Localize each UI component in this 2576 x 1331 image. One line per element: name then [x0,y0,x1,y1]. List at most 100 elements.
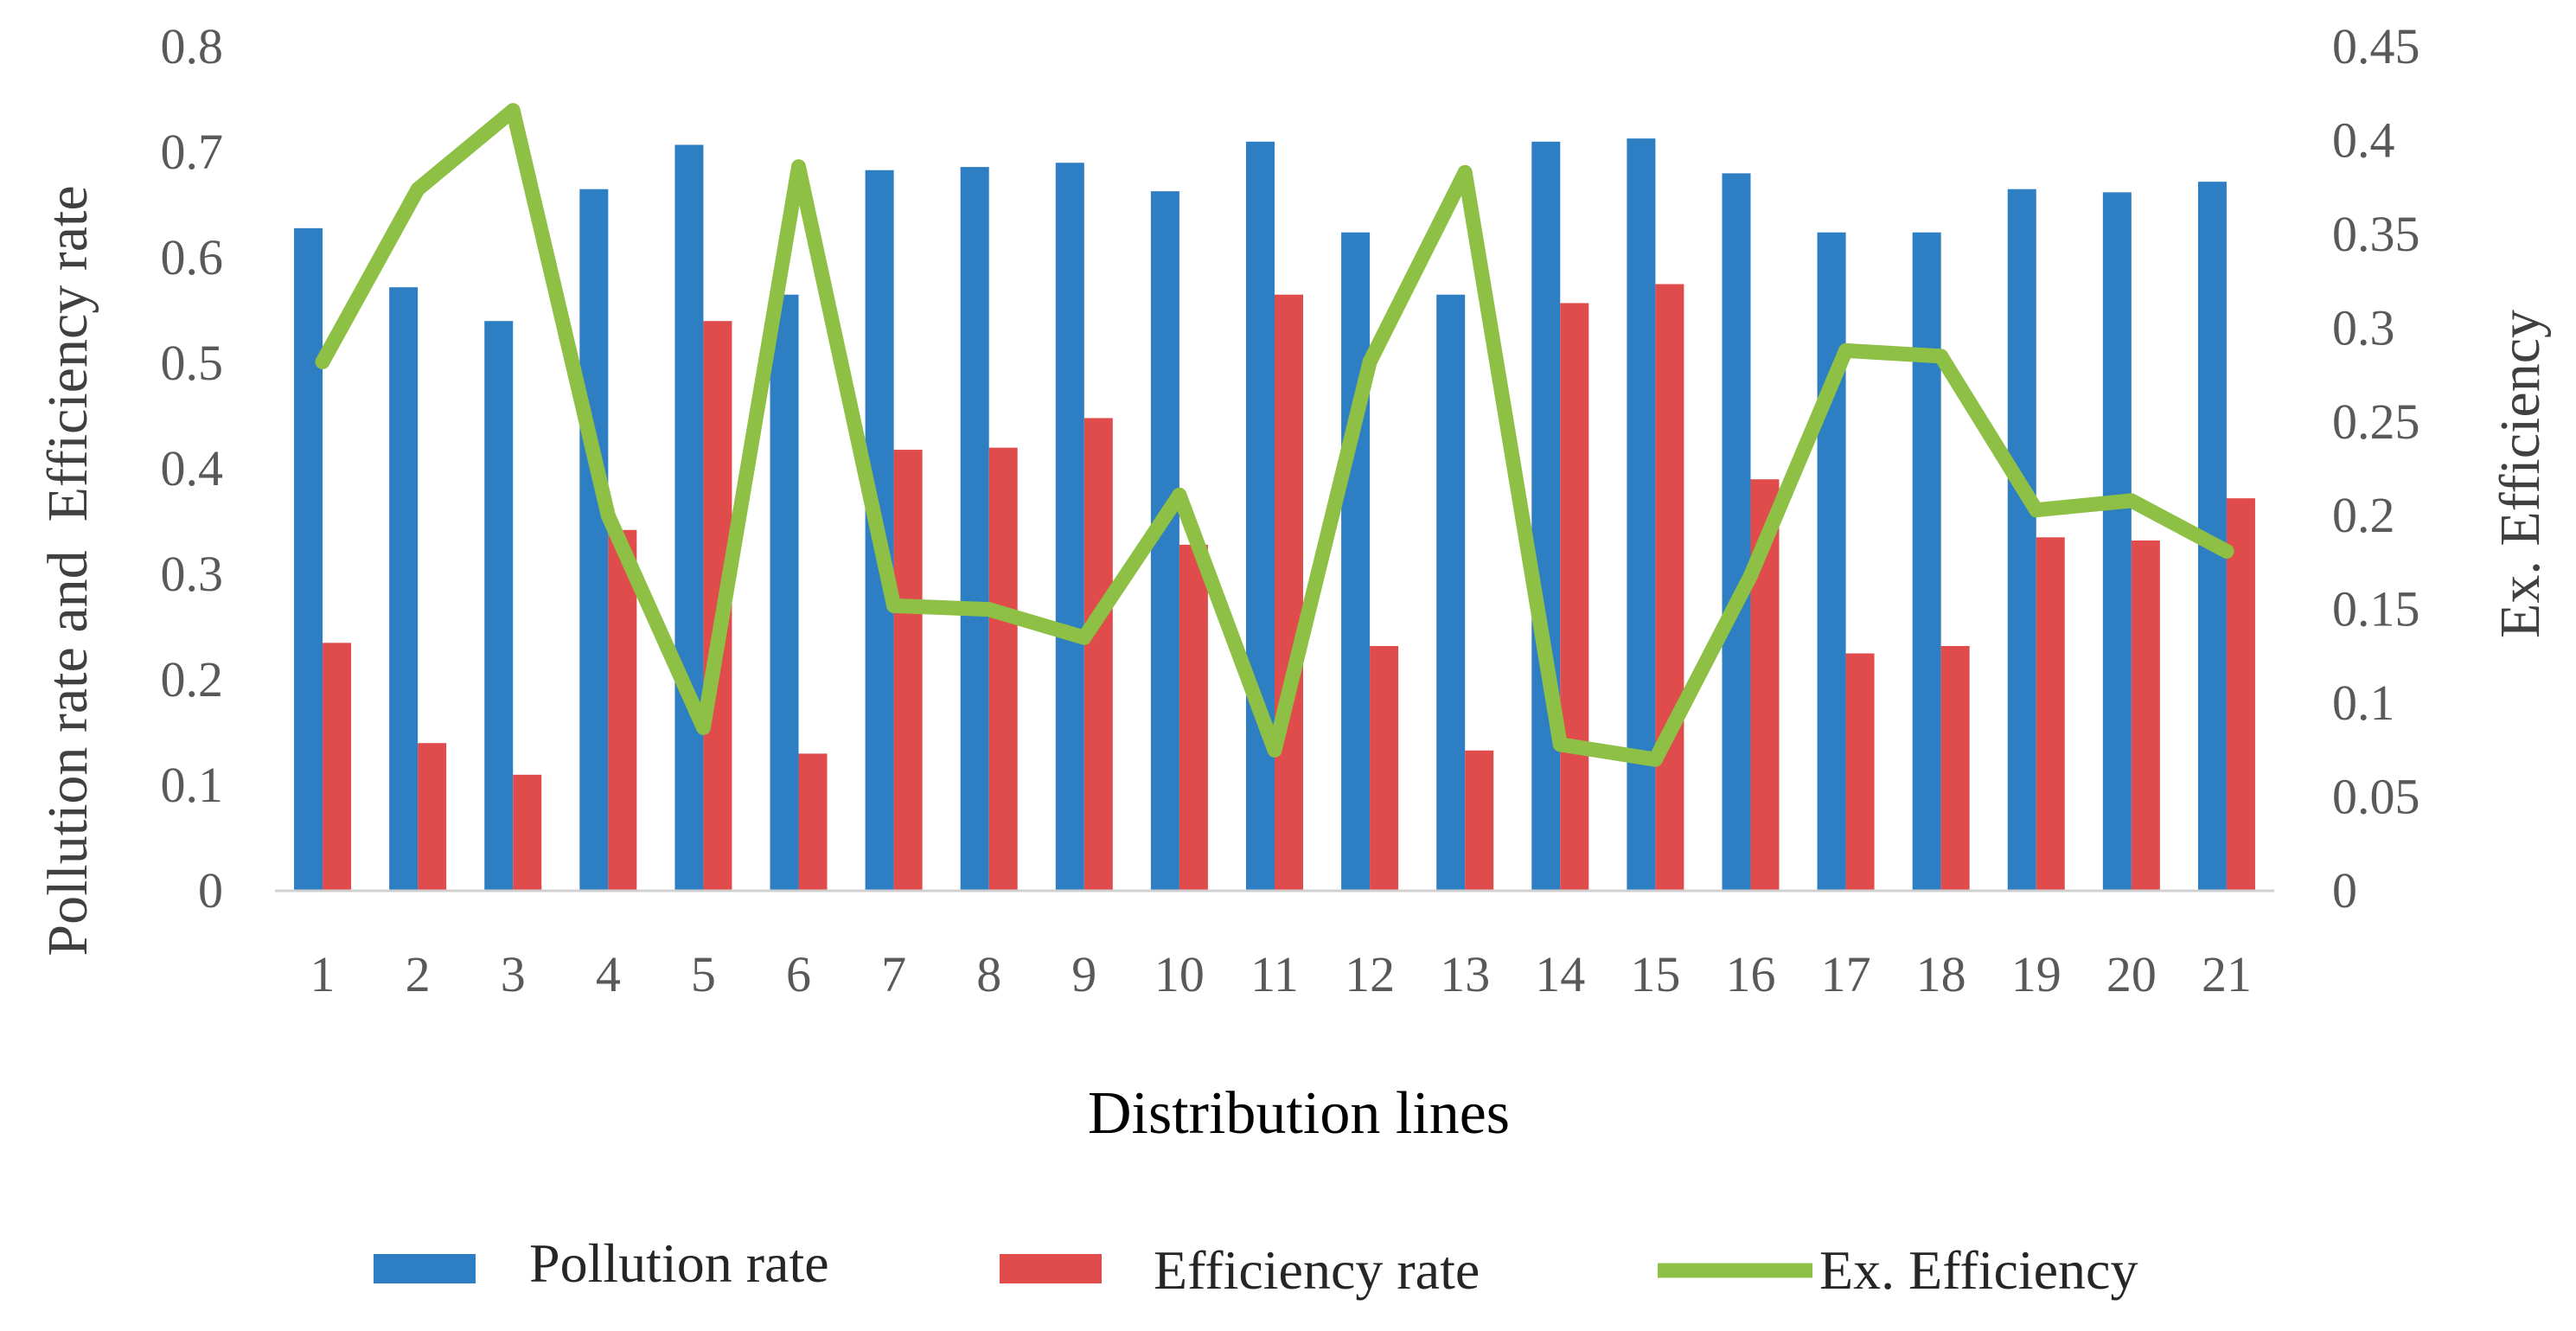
point-ex-efficiency-6 [791,159,807,175]
legend-label-ex-efficiency: Ex. Efficiency [1819,1239,2138,1301]
point-ex-efficiency-15 [1647,752,1663,767]
y-tick-label: 0.5 [161,335,224,391]
point-ex-efficiency-21 [2219,543,2234,559]
line-layer [315,103,2234,767]
x-tick-label: 15 [1630,946,1680,1002]
bar-pollution-2 [389,287,419,891]
bar-efficiency-6 [798,753,828,891]
x-tick-label: 3 [501,946,526,1002]
x-tick-label: 6 [786,946,811,1002]
y-tick-label: 0.4 [161,440,224,496]
y2-axis-title: Ex. Efficiency [2489,310,2552,638]
point-ex-efficiency-20 [2124,493,2139,509]
x-tick-label: 8 [976,946,1001,1002]
x-tick-label: 14 [1535,946,1585,1002]
y2-tick-label: 0.1 [2332,675,2395,731]
bar-efficiency-9 [1083,418,1113,891]
x-tick-label: 13 [1440,946,1490,1002]
y2-tick-label: 0 [2332,862,2357,918]
right-axis-ticks: 0 0.05 0.1 0.15 0.2 0.25 0.3 0.35 0.4 0.45 [2332,18,2420,918]
x-tick-label: 21 [2202,946,2252,1002]
x-tick-label: 4 [596,946,621,1002]
legend-swatch-pollution [374,1254,476,1283]
bar-pollution-20 [2102,192,2132,892]
point-ex-efficiency-10 [1172,487,1187,502]
bar-pollution-19 [2007,189,2036,891]
y-axis-title: Pollution rate and Efficiency rate [36,185,99,956]
bar-pollution-4 [579,189,609,891]
y2-tick-label: 0.45 [2332,18,2420,74]
x-tick-label: 10 [1154,946,1205,1002]
y2-tick-label: 0.15 [2332,581,2420,637]
x-tick-label: 7 [881,946,906,1002]
y2-tick-label: 0.35 [2332,206,2420,262]
bar-pollution-6 [770,294,799,891]
y-tick-label: 0 [198,862,223,918]
y2-tick-label: 0.2 [2332,487,2395,543]
bar-pollution-11 [1246,141,1275,892]
bar-efficiency-2 [418,743,447,891]
point-ex-efficiency-16 [1742,568,1758,584]
bar-efficiency-18 [1940,645,1970,891]
x-tick-label: 17 [1821,946,1871,1002]
bar-efficiency-21 [2226,498,2255,891]
y2-tick-label: 0.05 [2332,769,2420,825]
point-ex-efficiency-18 [1934,349,1949,364]
y-tick-label: 0.3 [161,546,224,602]
bar-efficiency-15 [1655,284,1684,891]
x-tick-label: 20 [2106,946,2157,1002]
point-ex-efficiency-19 [2029,502,2044,518]
y-tick-label: 0.7 [161,124,224,180]
bar-pollution-9 [1055,163,1084,891]
point-ex-efficiency-1 [315,354,330,369]
bar-efficiency-13 [1465,750,1494,891]
x-tick-label: 16 [1725,946,1775,1002]
point-ex-efficiency-11 [1267,742,1282,758]
x-tick-label: 5 [691,946,716,1002]
bar-efficiency-17 [1845,653,1875,891]
x-tick-label: 9 [1071,946,1096,1002]
x-tick-label: 12 [1345,946,1395,1002]
bar-pollution-3 [484,321,514,891]
bar-pollution-17 [1817,232,1846,892]
point-ex-efficiency-12 [1362,354,1377,369]
x-axis-title: Distribution lines [1088,1080,1510,1147]
bars-layer [294,138,2255,892]
bar-pollution-8 [960,167,989,891]
point-ex-efficiency-8 [981,602,997,618]
x-axis-ticks: 1 2 3 4 5 6 7 8 9 10 11 12 13 14 15 16 17 18 19 20 21 [310,946,2252,1002]
point-ex-efficiency-4 [600,508,616,523]
x-tick-label: 19 [2011,946,2061,1002]
bar-efficiency-19 [2036,537,2065,891]
y-tick-label: 0.8 [161,18,224,74]
legend-swatch-efficiency [1000,1254,1102,1283]
bar-pollution-12 [1341,232,1371,892]
y-tick-label: 0.6 [161,229,224,285]
point-ex-efficiency-7 [886,598,902,613]
bar-efficiency-4 [608,529,637,891]
bar-efficiency-8 [988,447,1018,891]
x-tick-label: 18 [1916,946,1966,1002]
y2-tick-label: 0.3 [2332,299,2395,355]
x-tick-label: 11 [1250,946,1299,1002]
y2-tick-label: 0.25 [2332,394,2420,450]
legend-label-pollution: Pollution rate [529,1232,829,1294]
bar-pollution-1 [294,227,323,892]
bar-efficiency-7 [893,450,923,891]
bar-pollution-18 [1912,232,1941,892]
bar-efficiency-3 [513,774,542,891]
point-ex-efficiency-13 [1457,164,1473,180]
point-ex-efficiency-14 [1552,737,1568,752]
bar-pollution-13 [1436,294,1466,891]
bar-pollution-15 [1627,138,1656,891]
point-ex-efficiency-3 [505,103,521,118]
bar-efficiency-1 [323,643,352,891]
bar-pollution-16 [1722,173,1751,891]
bar-pollution-14 [1531,141,1561,892]
point-ex-efficiency-17 [1838,342,1854,358]
point-ex-efficiency-9 [1077,630,1092,645]
bar-efficiency-14 [1560,303,1589,892]
x-tick-label: 2 [406,946,431,1002]
